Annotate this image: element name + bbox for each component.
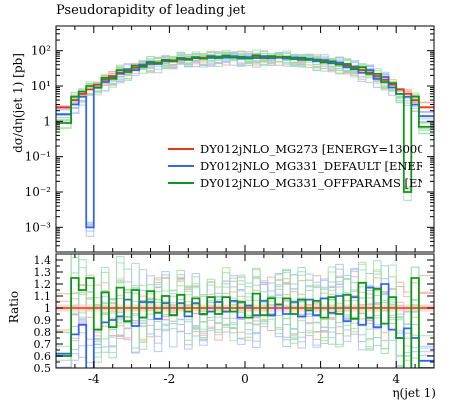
legend: DY012jNLO_MG273 [ENERGY=13000] DY012jNLO…: [168, 140, 422, 191]
main-plot-area: [56, 49, 434, 237]
legend-item-mg331-offparams: DY012jNLO_MG331_OFFPARAMS [ENERGY=13000]: [168, 174, 422, 191]
ratio-y-tick-label: 1: [44, 302, 51, 315]
x-axis-label: η(jet 1): [392, 386, 436, 400]
ratio-y-axis-label: Ratio: [7, 290, 21, 324]
legend-swatch-mg331-offparams: [168, 181, 194, 184]
series-line-mg331-offparams: [56, 54, 434, 193]
main-y-tick-label: 10⁻²: [25, 185, 52, 199]
legend-swatch-mg273: [168, 147, 194, 150]
x-tick-label: 2: [317, 372, 325, 386]
main-y-axis-label: dσ/dη(jet 1) [pb]: [11, 53, 25, 153]
ratio-plot-area: [56, 254, 434, 368]
legend-label-mg331-offparams: DY012jNLO_MG331_OFFPARAMS [ENERGY=13000]: [200, 175, 422, 190]
ratio-y-tick-label: 0.9: [34, 314, 52, 327]
x-tick-label: -4: [88, 372, 100, 386]
legend-swatch-mg331-default: [168, 164, 194, 167]
ratio-y-tick-label: 0.6: [34, 350, 52, 363]
ratio-y-tick-label: 0.5: [34, 362, 52, 375]
legend-item-mg273: DY012jNLO_MG273 [ENERGY=13000]: [168, 140, 422, 157]
ratio-y-tick-label: 1.2: [34, 278, 52, 291]
chart-title: Pseudorapidity of leading jet: [56, 3, 246, 18]
ratio-y-tick-label: 0.8: [34, 326, 52, 339]
main-y-tick-label: 10⁻³: [25, 220, 52, 234]
main-y-tick-label: 10¹: [31, 79, 51, 93]
main-y-tick-label: 10⁻¹: [25, 150, 51, 164]
legend-label-mg331-default: DY012jNLO_MG331_DEFAULT [ENERGY=13000]: [200, 158, 422, 173]
ratio-y-tick-label: 0.7: [34, 338, 52, 351]
main-y-tick-label: 1: [43, 114, 51, 128]
ratio-y-tick-label: 1.3: [34, 266, 52, 279]
x-tick-label: 0: [241, 372, 249, 386]
x-tick-label: 4: [392, 372, 400, 386]
ratio-y-tick-label: 1.4: [34, 254, 52, 267]
legend-label-mg273: DY012jNLO_MG273 [ENERGY=13000]: [200, 141, 422, 156]
ratio-y-tick-label: 1.1: [34, 290, 52, 303]
x-tick-label: -2: [164, 372, 176, 386]
legend-item-mg331-default: DY012jNLO_MG331_DEFAULT [ENERGY=13000]: [168, 157, 422, 174]
series-line-mg331-offparams-ratio: [56, 277, 434, 368]
main-y-tick-label: 10²: [31, 44, 51, 58]
